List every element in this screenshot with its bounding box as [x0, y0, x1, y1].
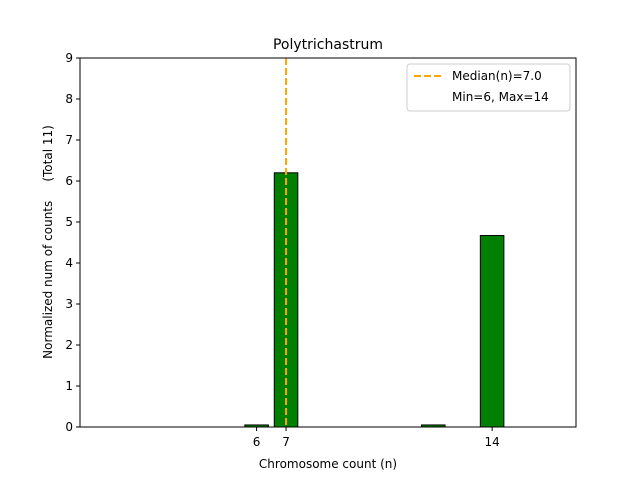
x-tick-label: 7 — [282, 435, 290, 449]
y-tick-label: 1 — [65, 379, 73, 393]
x-tick-label: 14 — [484, 435, 499, 449]
chart-title: Polytrichastrum — [273, 37, 383, 53]
y-tick-label: 3 — [65, 297, 73, 311]
x-tick-label: 6 — [253, 435, 261, 449]
y-tick-label: 4 — [65, 256, 73, 270]
y-tick-label: 0 — [65, 420, 73, 434]
bar-14 — [479, 235, 505, 428]
y-tick-label: 9 — [65, 51, 73, 65]
legend: Median(n)=7.0 Min=6, Max=14 — [406, 63, 571, 112]
y-axis-label: Normalized num of counts (Total 11) — [41, 125, 55, 359]
legend-minmax-label: Min=6, Max=14 — [452, 90, 549, 104]
y-tick-label: 6 — [65, 174, 73, 188]
x-axis-label: Chromosome count (n) — [259, 457, 397, 471]
plot-frame — [79, 57, 577, 428]
y-tick-label: 7 — [65, 133, 73, 147]
y-tick-label: 5 — [65, 215, 73, 229]
legend-box — [406, 63, 571, 112]
legend-median-label: Median(n)=7.0 — [452, 69, 542, 83]
y-tick-label: 8 — [65, 92, 73, 106]
y-tick-label: 2 — [65, 338, 73, 352]
